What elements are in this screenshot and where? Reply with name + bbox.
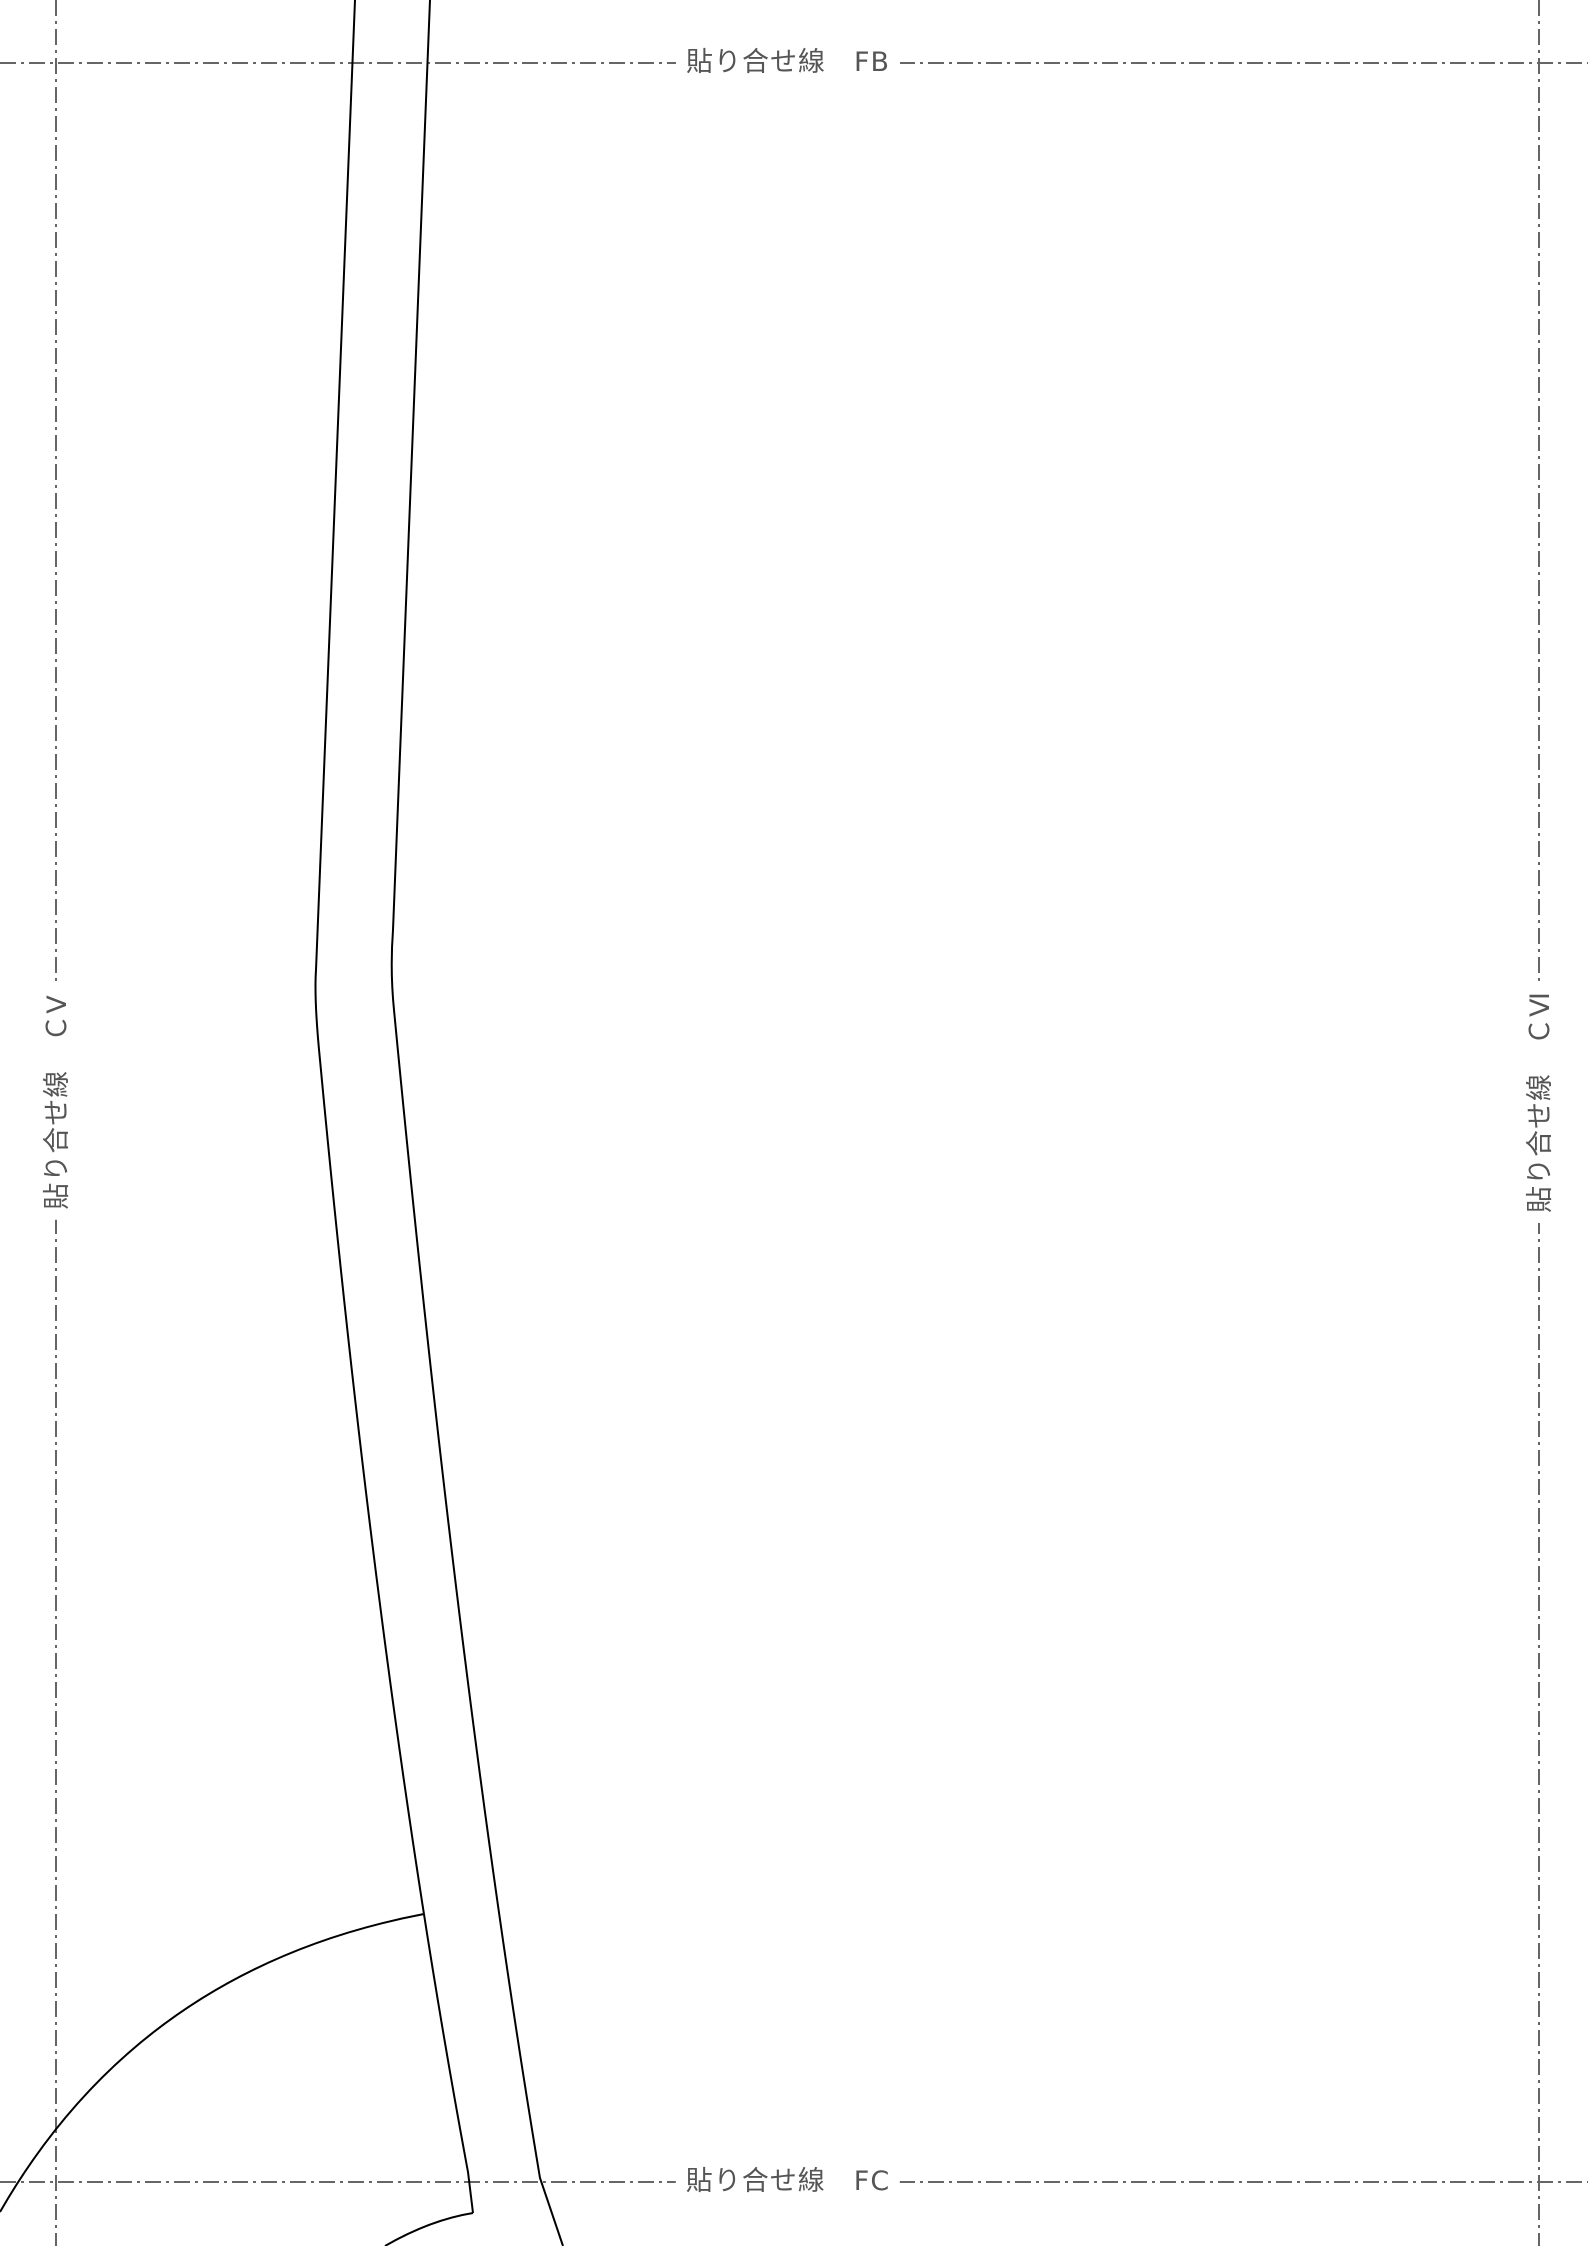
strap-left-edge: [314, 0, 474, 2214]
bottom-joining-label: 貼り合せ線 FC: [675, 2166, 901, 2198]
strap-right-edge: [390, 0, 564, 2246]
left-joining-label: 貼り合せ線 ＣⅤ: [42, 984, 74, 1220]
curved-panel-edge: [0, 1913, 425, 2213]
strap-bottom-edge: [384, 2212, 474, 2246]
top-joining-label: 貼り合せ線 FB: [675, 47, 901, 79]
right-joining-label: 貼り合せ線 ＣⅥ: [1525, 981, 1557, 1223]
